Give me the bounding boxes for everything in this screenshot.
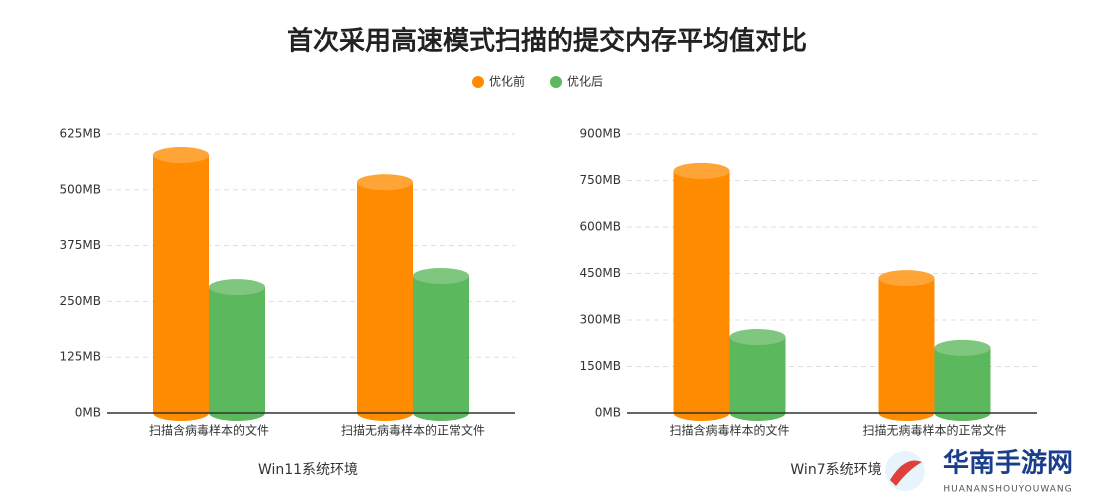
bar-body [934, 347, 991, 413]
legend-label: 优化前 [489, 74, 525, 89]
y-tick-label: 300MB [580, 313, 622, 327]
bar-body [878, 278, 935, 413]
bar-cap [153, 146, 209, 163]
bar-cap [878, 270, 935, 287]
legend-label: 优化后 [567, 75, 603, 89]
bar-cap-highlight [878, 270, 935, 287]
x-axis-title: Win11系统环境 [258, 462, 358, 478]
x-tick-label: 扫描含病毒样本的文件 [149, 423, 269, 438]
bar-cap-highlight [673, 162, 730, 179]
y-tick-label: 500MB [60, 182, 102, 196]
bar-cap [934, 339, 991, 356]
bar-body [729, 337, 786, 413]
bar [357, 174, 413, 421]
bar-body [153, 154, 209, 413]
bar-cap [729, 329, 786, 346]
legend-marker [472, 76, 484, 88]
bar-cap [209, 279, 265, 296]
bar-cap-highlight [413, 267, 469, 284]
watermark-icon [890, 460, 922, 486]
bar [673, 162, 730, 421]
y-tick-label: 450MB [580, 266, 622, 280]
bar-cap-highlight [357, 174, 413, 191]
watermark-name: 华南手游网 [943, 448, 1073, 479]
bar-cap [413, 267, 469, 284]
bar-cap [357, 174, 413, 191]
bar-body [209, 287, 265, 413]
bar-body [357, 182, 413, 413]
y-tick-label: 375MB [60, 238, 102, 252]
watermark-url: HUANANSHOUYOUWANG [943, 485, 1072, 495]
y-tick-label: 0MB [595, 406, 621, 420]
y-tick-label: 625MB [60, 127, 102, 141]
y-tick-label: 125MB [60, 350, 102, 364]
bar-cap-highlight [209, 279, 265, 296]
y-tick-label: 150MB [580, 359, 622, 373]
y-tick-label: 250MB [60, 294, 102, 308]
bar [413, 267, 469, 421]
y-tick-label: 900MB [580, 127, 622, 141]
x-tick-label: 扫描含病毒样本的文件 [669, 423, 789, 438]
chart-title: 首次采用高速模式扫描的提交内存平均值对比 [287, 26, 807, 57]
bar-cap-highlight [729, 329, 786, 346]
x-tick-label: 扫描无病毒样本的正常文件 [341, 423, 485, 438]
legend-marker [550, 76, 562, 88]
bar-cap-highlight [153, 146, 209, 163]
x-axis-title: Win7系统环境 [790, 462, 881, 478]
bar-body [673, 170, 730, 413]
x-tick-label: 扫描无病毒样本的正常文件 [862, 423, 1006, 438]
y-tick-label: 600MB [580, 220, 622, 234]
watermark: 华南手游网 HUANANSHOUYOUWANG [885, 448, 1073, 495]
y-tick-label: 0MB [75, 406, 101, 420]
bar [209, 279, 265, 421]
bar [934, 339, 991, 421]
bar [153, 146, 209, 421]
bar [878, 270, 935, 421]
bar-cap [673, 162, 730, 179]
y-tick-label: 750MB [580, 173, 622, 187]
bar-cap-highlight [934, 339, 991, 356]
bar-body [413, 275, 469, 413]
bar [729, 329, 786, 421]
